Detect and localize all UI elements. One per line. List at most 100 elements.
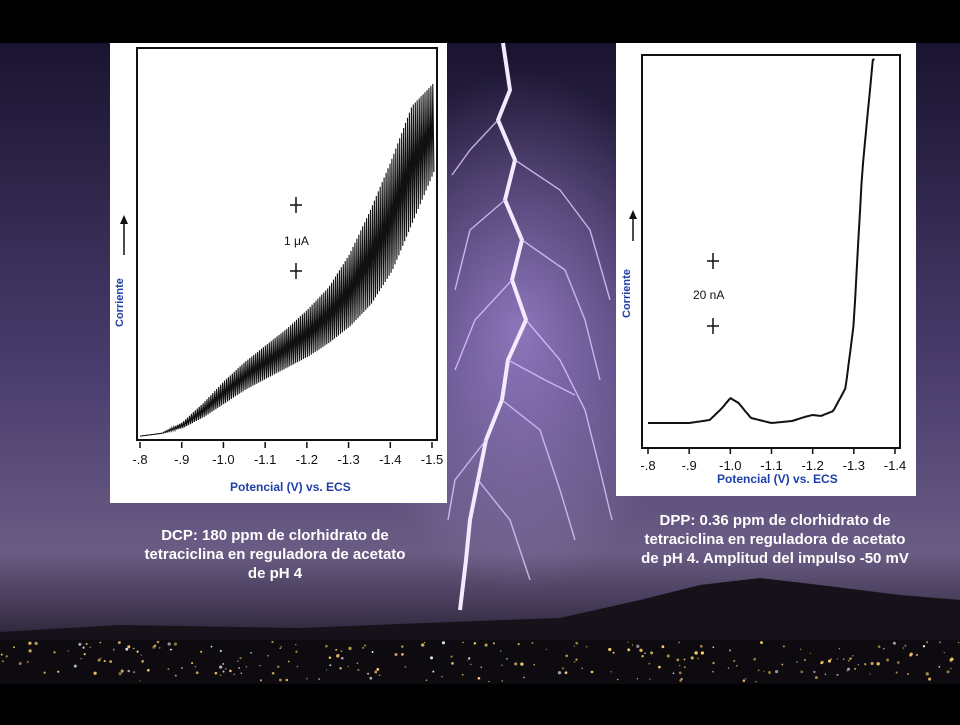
city-light bbox=[902, 647, 905, 649]
dpp-x-tick-label: -.9 bbox=[682, 458, 697, 473]
lightning-branch bbox=[514, 159, 611, 301]
city-light bbox=[279, 647, 281, 649]
city-light bbox=[590, 670, 594, 674]
dpp-x-tick-label: -1.3 bbox=[843, 458, 865, 473]
city-light bbox=[271, 640, 274, 644]
city-light bbox=[378, 674, 381, 676]
city-light bbox=[753, 657, 757, 661]
city-light bbox=[371, 651, 374, 653]
city-light bbox=[432, 670, 435, 673]
lightning-branch bbox=[477, 479, 531, 581]
city-light bbox=[195, 671, 199, 675]
lightning-branch bbox=[447, 439, 487, 521]
city-light bbox=[573, 645, 575, 647]
city-light bbox=[362, 646, 365, 649]
dpp-x-tick-label: -1.4 bbox=[884, 458, 906, 473]
city-light bbox=[0, 653, 3, 656]
city-light bbox=[561, 667, 565, 670]
city-light bbox=[829, 658, 832, 661]
city-light bbox=[173, 642, 177, 646]
city-light bbox=[480, 666, 482, 669]
city-light bbox=[846, 670, 848, 672]
city-light bbox=[73, 664, 77, 668]
city-light bbox=[278, 678, 282, 682]
city-light bbox=[325, 669, 328, 671]
city-light bbox=[870, 661, 874, 666]
dcp-x-tick-label: -1.0 bbox=[212, 452, 234, 467]
city-light bbox=[467, 659, 469, 661]
city-light bbox=[727, 667, 730, 669]
city-light bbox=[612, 651, 615, 654]
city-light bbox=[517, 642, 520, 646]
lightning-branch bbox=[521, 239, 601, 381]
dcp-scale-label: 1 μA bbox=[284, 234, 309, 248]
city-light bbox=[200, 650, 203, 653]
city-light bbox=[763, 670, 765, 673]
city-light bbox=[214, 671, 218, 675]
city-light bbox=[895, 671, 898, 674]
city-light bbox=[699, 644, 703, 648]
city-light bbox=[533, 663, 535, 666]
city-light bbox=[306, 677, 308, 680]
city-light bbox=[28, 649, 32, 653]
city-light bbox=[280, 646, 283, 648]
city-light bbox=[809, 652, 811, 654]
city-light bbox=[425, 679, 428, 682]
city-light bbox=[170, 648, 172, 651]
city-light bbox=[501, 664, 503, 666]
city-light bbox=[245, 666, 248, 668]
city-light bbox=[404, 666, 407, 668]
city-light bbox=[581, 667, 583, 670]
city-light bbox=[26, 660, 29, 663]
city-light bbox=[277, 665, 280, 668]
city-light bbox=[219, 665, 223, 669]
city-light bbox=[939, 641, 941, 643]
city-light bbox=[112, 648, 115, 651]
city-light bbox=[328, 656, 332, 659]
city-light bbox=[462, 641, 464, 644]
city-light bbox=[843, 658, 845, 660]
city-light bbox=[80, 658, 82, 660]
city-light bbox=[356, 662, 359, 665]
city-light bbox=[120, 669, 124, 673]
city-light bbox=[259, 679, 263, 682]
city-light bbox=[325, 644, 328, 648]
city-light bbox=[836, 658, 839, 660]
city-light bbox=[575, 658, 578, 661]
city-light bbox=[672, 672, 675, 675]
city-light bbox=[781, 663, 784, 666]
city-light bbox=[295, 643, 297, 646]
dcp-x-tick-label: -.9 bbox=[174, 452, 189, 467]
city-light bbox=[28, 641, 32, 645]
city-light bbox=[648, 662, 651, 665]
city-light bbox=[347, 665, 349, 668]
city-light bbox=[83, 653, 86, 656]
city-light bbox=[683, 666, 686, 669]
city-light bbox=[240, 672, 243, 675]
city-light bbox=[167, 642, 171, 646]
city-light bbox=[5, 655, 8, 658]
city-light bbox=[222, 662, 225, 665]
city-light bbox=[700, 651, 705, 655]
city-light bbox=[335, 648, 338, 651]
lightning-branch bbox=[525, 319, 613, 521]
city-light bbox=[127, 645, 131, 649]
city-light bbox=[470, 663, 472, 666]
city-light bbox=[774, 669, 779, 674]
city-light bbox=[139, 680, 141, 682]
city-light bbox=[219, 674, 222, 676]
city-light bbox=[421, 643, 425, 647]
city-light bbox=[838, 648, 840, 650]
city-light bbox=[849, 657, 852, 660]
city-light bbox=[376, 667, 380, 671]
city-light bbox=[118, 672, 122, 676]
city-light bbox=[82, 646, 85, 649]
city-light bbox=[367, 672, 369, 675]
city-light bbox=[649, 678, 651, 680]
city-light bbox=[117, 641, 121, 645]
city-light bbox=[828, 659, 831, 663]
city-light bbox=[488, 680, 490, 683]
city-light bbox=[99, 641, 102, 644]
city-light bbox=[824, 673, 827, 675]
city-light bbox=[799, 648, 802, 651]
